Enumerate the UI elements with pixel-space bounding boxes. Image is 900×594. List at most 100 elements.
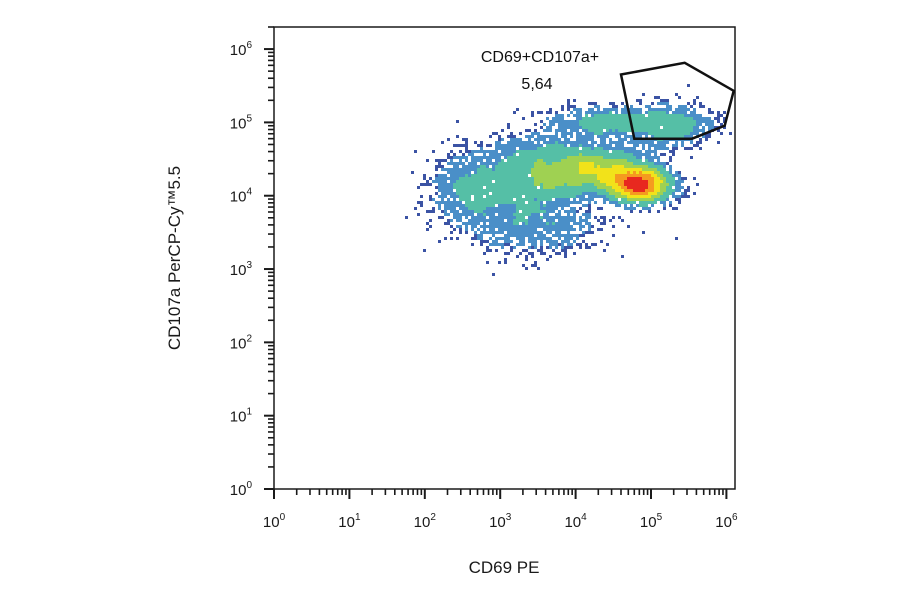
event-cell <box>537 171 540 174</box>
event-cell <box>513 162 516 165</box>
event-cell <box>543 141 546 144</box>
event-cell <box>558 165 561 168</box>
event-cell <box>561 189 564 192</box>
event-cell <box>603 222 606 225</box>
event-cell <box>570 189 573 192</box>
event-cell <box>594 243 597 246</box>
event-cell <box>633 123 636 126</box>
event-cell <box>672 207 675 210</box>
event-cell <box>552 153 555 156</box>
event-cell <box>663 120 666 123</box>
event-cell <box>558 252 561 255</box>
event-cell <box>660 189 663 192</box>
event-cell <box>639 174 642 177</box>
event-cell <box>678 126 681 129</box>
event-cell <box>687 84 690 87</box>
event-cell <box>588 180 591 183</box>
event-cell <box>546 126 549 129</box>
event-cell <box>618 129 621 132</box>
event-cell <box>702 120 705 123</box>
event-cell <box>660 165 663 168</box>
event-cell <box>597 159 600 162</box>
event-cell <box>624 132 627 135</box>
event-cell <box>423 177 426 180</box>
event-cell <box>687 102 690 105</box>
event-cell <box>657 96 660 99</box>
event-cell <box>450 204 453 207</box>
event-cell <box>534 144 537 147</box>
event-cell <box>642 207 645 210</box>
event-cell <box>702 126 705 129</box>
event-cell <box>687 114 690 117</box>
event-cell <box>633 180 636 183</box>
event-cell <box>531 210 534 213</box>
event-cell <box>582 177 585 180</box>
event-cell <box>567 189 570 192</box>
event-cell <box>501 210 504 213</box>
event-cell <box>441 198 444 201</box>
event-cell <box>534 207 537 210</box>
event-cell <box>537 147 540 150</box>
event-cell <box>498 144 501 147</box>
event-cell <box>522 153 525 156</box>
event-cell <box>528 252 531 255</box>
event-cell <box>531 252 534 255</box>
event-cell <box>567 168 570 171</box>
event-cell <box>522 213 525 216</box>
event-cell <box>495 153 498 156</box>
event-cell <box>552 141 555 144</box>
gate-polygon[interactable] <box>619 61 736 140</box>
event-cell <box>501 201 504 204</box>
event-cell <box>468 207 471 210</box>
event-cell <box>669 108 672 111</box>
x-tick-label: 103 <box>489 512 512 531</box>
event-cell <box>627 126 630 129</box>
event-cell <box>498 168 501 171</box>
event-cell <box>621 219 624 222</box>
event-cell <box>591 189 594 192</box>
event-cell <box>558 219 561 222</box>
event-cell <box>564 129 567 132</box>
event-cell <box>423 174 426 177</box>
event-cell <box>507 228 510 231</box>
event-cell <box>501 138 504 141</box>
event-cell <box>603 195 606 198</box>
event-cell <box>528 246 531 249</box>
event-cell <box>555 246 558 249</box>
event-cell <box>567 165 570 168</box>
event-cell <box>657 168 660 171</box>
event-cell <box>552 186 555 189</box>
event-cell <box>543 171 546 174</box>
event-cell <box>486 225 489 228</box>
event-cell <box>513 213 516 216</box>
event-cell <box>456 156 459 159</box>
event-cell <box>510 246 513 249</box>
event-cell <box>600 216 603 219</box>
event-cell <box>666 108 669 111</box>
event-cell <box>555 174 558 177</box>
event-cell <box>603 126 606 129</box>
event-cell <box>567 201 570 204</box>
event-cell <box>531 168 534 171</box>
event-cell <box>588 216 591 219</box>
event-cell <box>591 168 594 171</box>
event-cell <box>651 177 654 180</box>
event-cell <box>507 123 510 126</box>
event-cell <box>528 216 531 219</box>
x-tick-label: 102 <box>414 512 437 531</box>
event-cell <box>603 189 606 192</box>
event-cell <box>507 195 510 198</box>
x-tick-exponent: 0 <box>280 512 286 523</box>
event-cell <box>645 198 648 201</box>
event-cell <box>498 141 501 144</box>
event-cell <box>675 117 678 120</box>
event-cell <box>639 117 642 120</box>
event-cell <box>483 240 486 243</box>
event-cell <box>492 174 495 177</box>
event-cell <box>564 132 567 135</box>
event-cell <box>456 177 459 180</box>
event-cell <box>492 192 495 195</box>
event-cell <box>624 159 627 162</box>
event-cell <box>555 114 558 117</box>
event-cell <box>504 156 507 159</box>
